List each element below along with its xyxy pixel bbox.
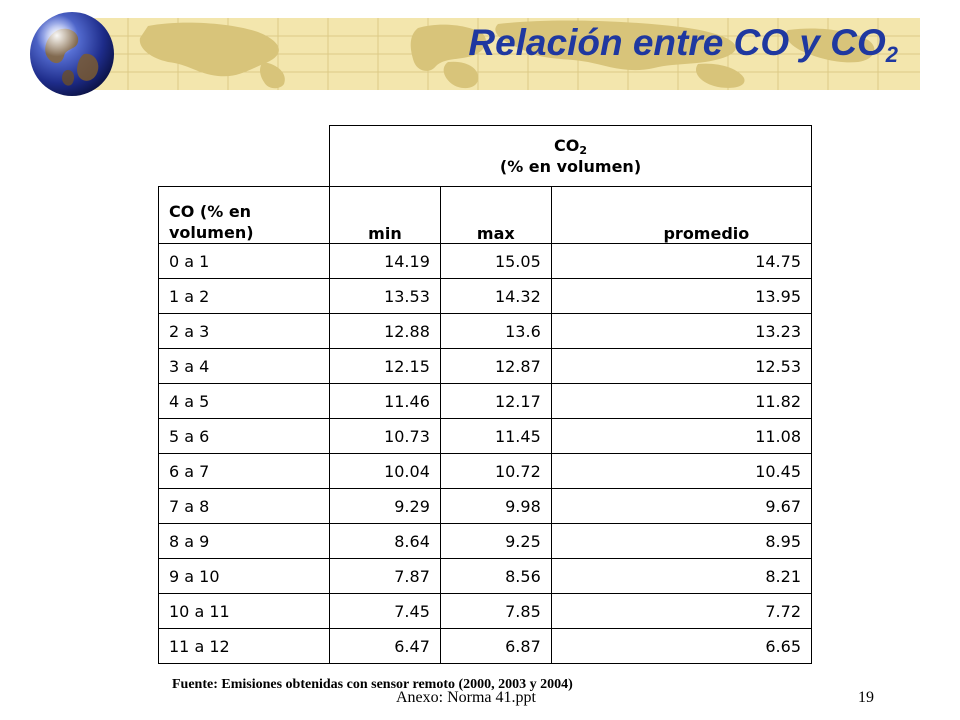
promedio-column-header: promedio xyxy=(550,186,813,244)
table-subheader-row: CO (% en volumen) min max promedio xyxy=(158,186,813,244)
table-row: 2 a 3 12.88 13.6 13.23 xyxy=(158,313,813,349)
min-value-cell: 7.45 xyxy=(329,593,441,629)
promedio-value-cell: 11.08 xyxy=(550,418,813,454)
co-column-header: CO (% en volumen) xyxy=(158,186,330,244)
min-value-cell: 14.19 xyxy=(329,243,441,279)
promedio-value-cell: 12.53 xyxy=(550,348,813,384)
co-range-cell: 9 a 10 xyxy=(158,558,330,594)
co-range-cell: 8 a 9 xyxy=(158,523,330,559)
min-value-cell: 12.15 xyxy=(329,348,441,384)
table-row: 8 a 9 8.64 9.25 8.95 xyxy=(158,523,813,559)
table-row: 3 a 4 12.15 12.87 12.53 xyxy=(158,348,813,384)
promedio-value-cell: 13.23 xyxy=(550,313,813,349)
promedio-value-cell: 8.21 xyxy=(550,558,813,594)
co-range-cell: 2 a 3 xyxy=(158,313,330,349)
max-value-cell: 9.25 xyxy=(439,523,552,559)
co-range-cell: 10 a 11 xyxy=(158,593,330,629)
max-value-cell: 9.98 xyxy=(439,488,552,524)
min-value-cell: 12.88 xyxy=(329,313,441,349)
max-value-cell: 13.6 xyxy=(439,313,552,349)
co-range-cell: 6 a 7 xyxy=(158,453,330,489)
co2-group-header: CO2 (% en volumen) xyxy=(329,125,812,187)
max-value-cell: 14.32 xyxy=(439,278,552,314)
max-column-header: max xyxy=(439,186,552,244)
max-value-cell: 11.45 xyxy=(439,418,552,454)
co-range-cell: 0 a 1 xyxy=(158,243,330,279)
title-banner xyxy=(88,18,920,90)
co-range-cell: 1 a 2 xyxy=(158,278,330,314)
slide-title: Relación entre CO y CO2 xyxy=(468,22,898,67)
source-note: Fuente: Emisiones obtenidas con sensor r… xyxy=(172,677,573,692)
max-value-cell: 7.85 xyxy=(439,593,552,629)
co-co2-table: CO2 (% en volumen) CO (% en volumen) min… xyxy=(158,125,813,664)
table-row: 10 a 11 7.45 7.85 7.72 xyxy=(158,593,813,629)
promedio-value-cell: 14.75 xyxy=(550,243,813,279)
min-value-cell: 7.87 xyxy=(329,558,441,594)
table-row: 9 a 10 7.87 8.56 8.21 xyxy=(158,558,813,594)
co2-group-header-unit: (% en volumen) xyxy=(499,157,642,176)
min-value-cell: 10.04 xyxy=(329,453,441,489)
co-range-cell: 11 a 12 xyxy=(158,628,330,664)
max-value-cell: 12.87 xyxy=(439,348,552,384)
min-value-cell: 8.64 xyxy=(329,523,441,559)
co-range-cell: 3 a 4 xyxy=(158,348,330,384)
promedio-value-cell: 10.45 xyxy=(550,453,813,489)
min-value-cell: 11.46 xyxy=(329,383,441,419)
table-row: 6 a 7 10.04 10.72 10.45 xyxy=(158,453,813,489)
co-range-cell: 5 a 6 xyxy=(158,418,330,454)
table-row: 11 a 12 6.47 6.87 6.65 xyxy=(158,628,813,664)
table-row: 1 a 2 13.53 14.32 13.95 xyxy=(158,278,813,314)
world-map-graphic xyxy=(88,18,920,90)
min-value-cell: 13.53 xyxy=(329,278,441,314)
title-subscript: 2 xyxy=(885,42,898,67)
min-value-cell: 6.47 xyxy=(329,628,441,664)
globe-icon xyxy=(30,12,114,96)
promedio-value-cell: 8.95 xyxy=(550,523,813,559)
max-value-cell: 12.17 xyxy=(439,383,552,419)
promedio-value-cell: 6.65 xyxy=(550,628,813,664)
footer-filename: Anexo: Norma 41.ppt xyxy=(396,689,536,706)
table-row: 7 a 8 9.29 9.98 9.67 xyxy=(158,488,813,524)
promedio-value-cell: 13.95 xyxy=(550,278,813,314)
max-value-cell: 6.87 xyxy=(439,628,552,664)
max-value-cell: 8.56 xyxy=(439,558,552,594)
min-column-header: min xyxy=(329,186,441,244)
table-body: 0 a 1 14.19 15.05 14.75 1 a 2 13.53 14.32 13.95… xyxy=(158,243,813,664)
table-row: 4 a 5 11.46 12.17 11.82 xyxy=(158,383,813,419)
min-value-cell: 10.73 xyxy=(329,418,441,454)
table-header-row: CO2 (% en volumen) xyxy=(158,125,812,187)
promedio-value-cell: 7.72 xyxy=(550,593,813,629)
table-row: 0 a 1 14.19 15.05 14.75 xyxy=(158,243,813,279)
min-value-cell: 9.29 xyxy=(329,488,441,524)
promedio-value-cell: 11.82 xyxy=(550,383,813,419)
empty-header-cell xyxy=(158,125,330,187)
page-number: 19 xyxy=(858,689,874,706)
co-range-cell: 7 a 8 xyxy=(158,488,330,524)
table-row: 5 a 6 10.73 11.45 11.08 xyxy=(158,418,813,454)
max-value-cell: 15.05 xyxy=(439,243,552,279)
co-range-cell: 4 a 5 xyxy=(158,383,330,419)
promedio-value-cell: 9.67 xyxy=(550,488,813,524)
max-value-cell: 10.72 xyxy=(439,453,552,489)
